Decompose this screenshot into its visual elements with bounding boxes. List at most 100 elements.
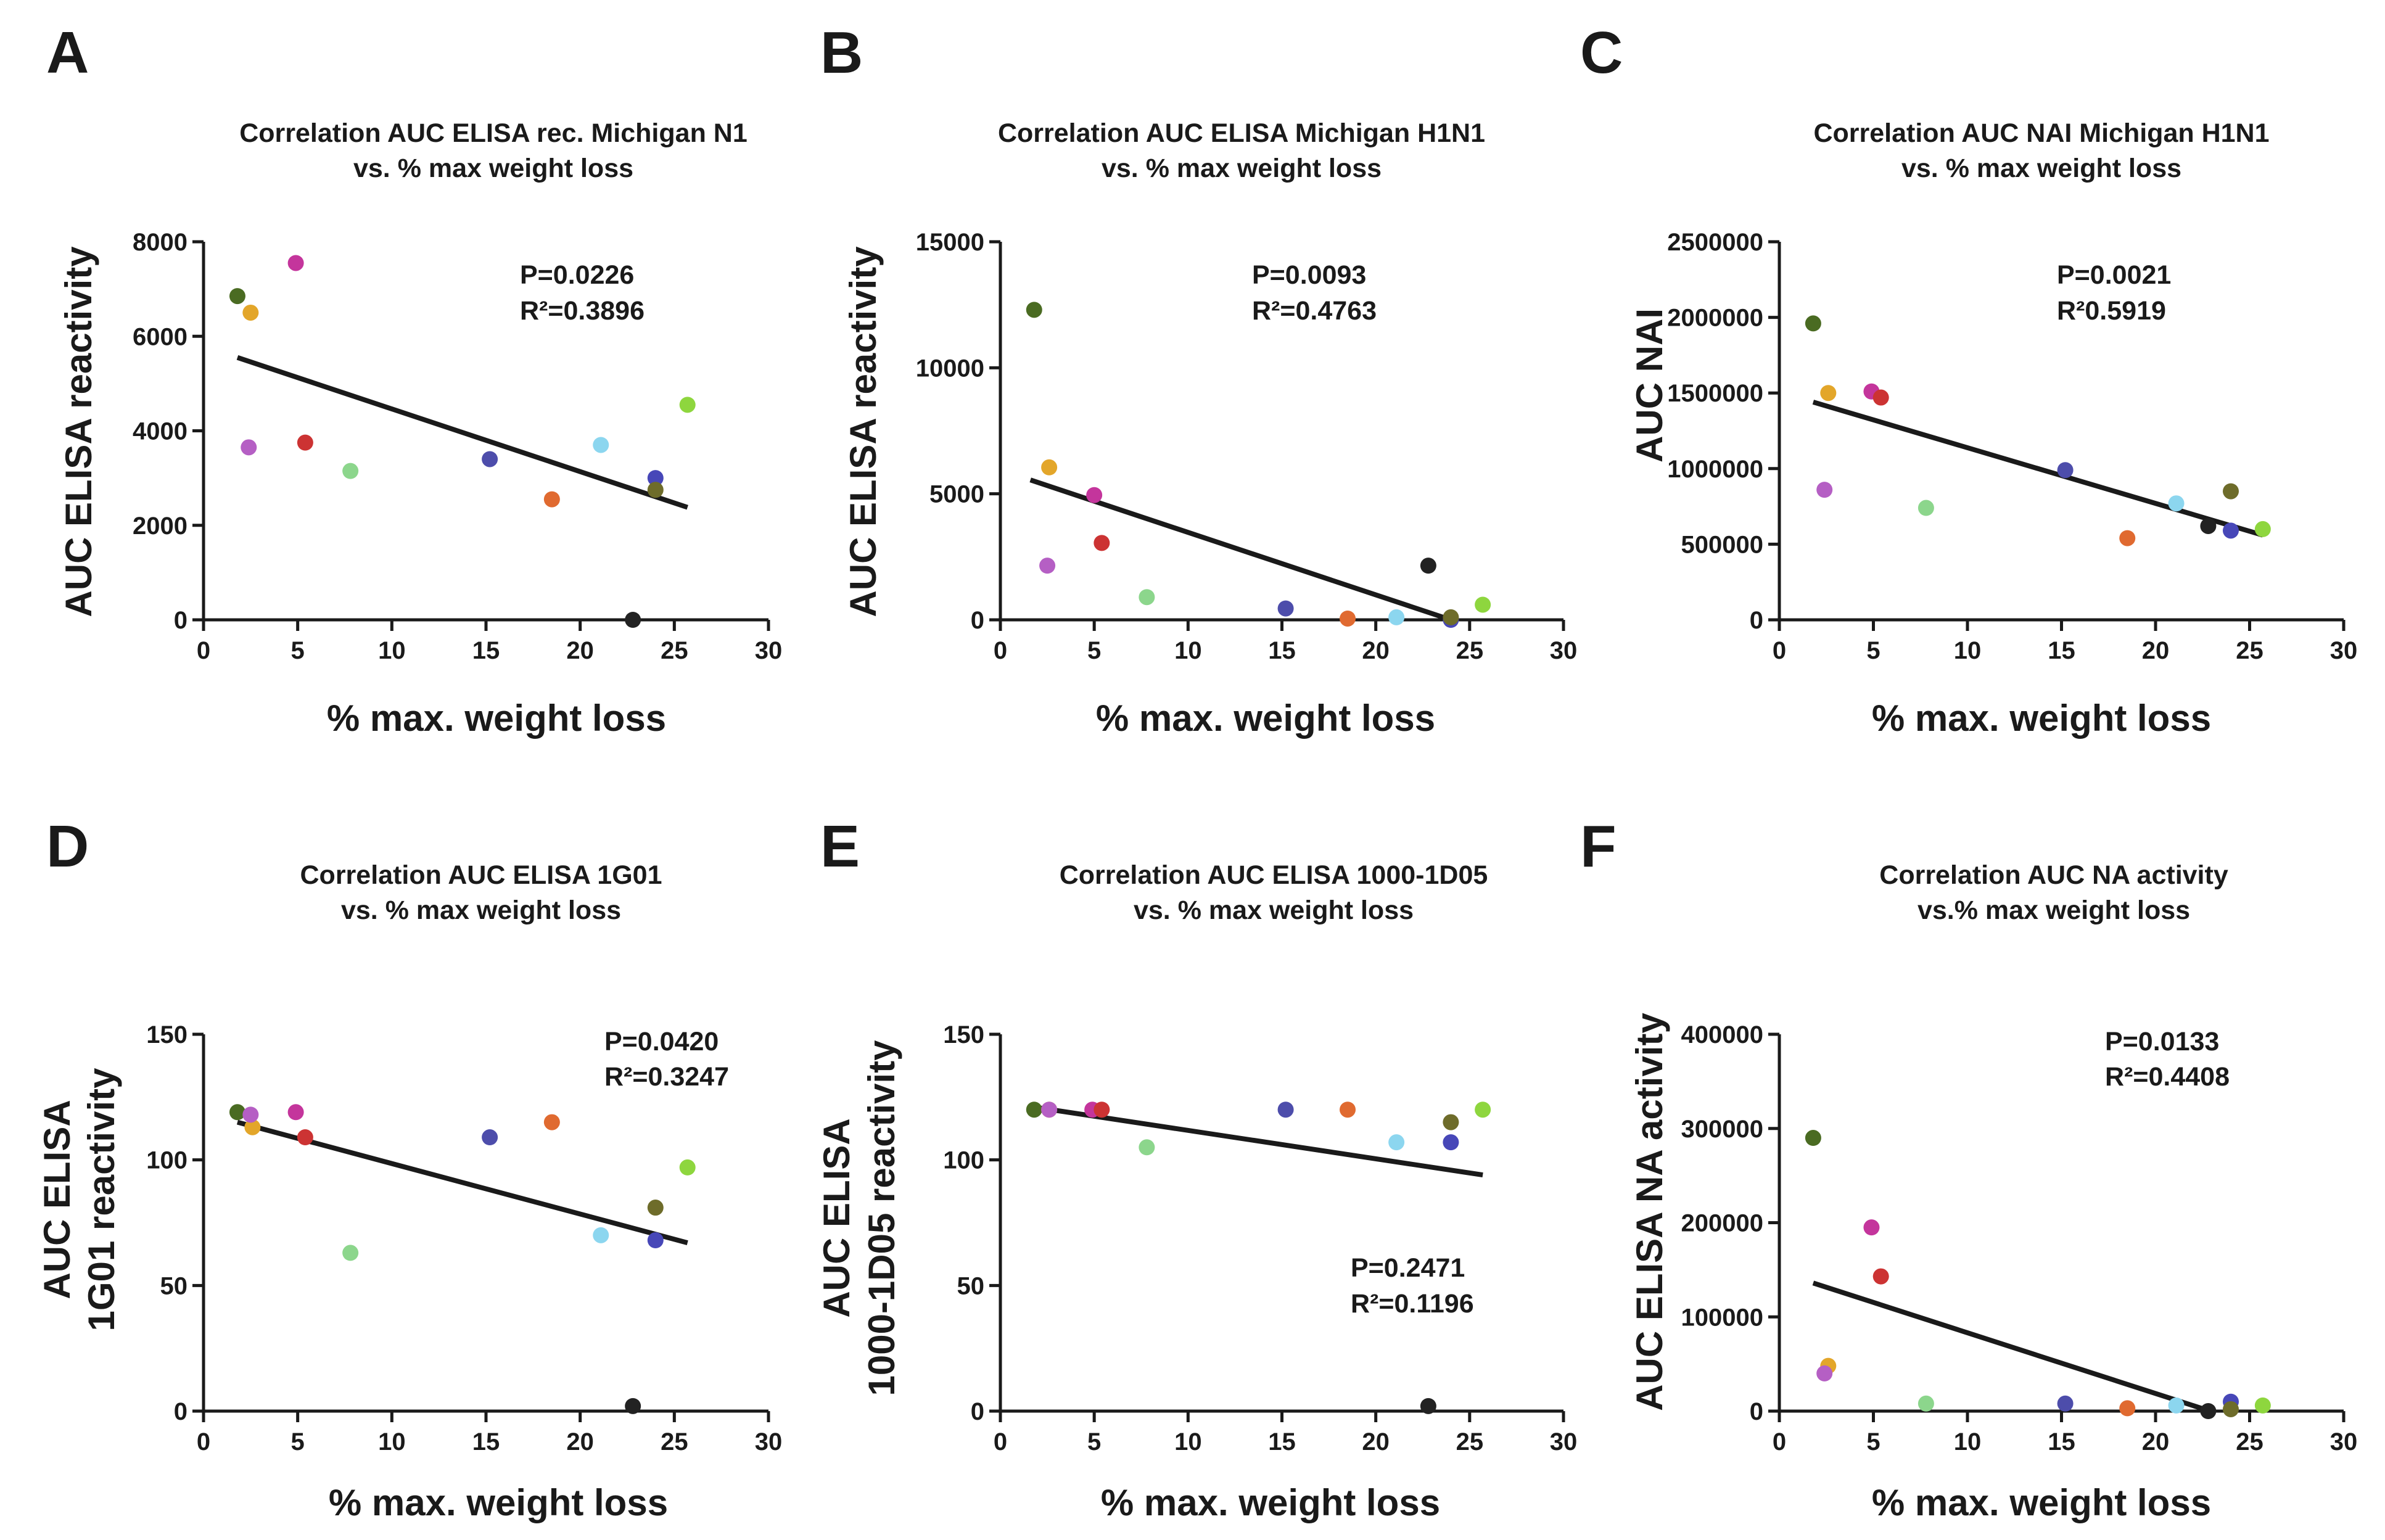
data-point [229,288,245,305]
x-tick-label: 30 [755,1428,783,1456]
x-tick-label: 0 [1773,1428,1786,1456]
regression-line [236,1119,688,1245]
data-point [1443,1114,1459,1130]
y-axis-label-line-1: AUC ELISA reactivity [58,246,99,617]
x-axis-label: % max. weight loss [1872,698,2211,739]
regression-line [1812,1280,2211,1414]
panel-letter-e: E [820,813,860,879]
p-value: P=0.0226 [520,260,634,290]
x-tick-label: 15 [472,1428,500,1456]
y-tick-label: 100 [943,1147,984,1174]
panel-letter-f: F [1580,813,1617,879]
y-axis-label-line-1: AUC ELISA [36,1100,78,1299]
r-squared: R²=0.4763 [1252,296,1377,326]
chart-title-line-2: vs. % max weight loss [1901,154,2181,183]
regression-line [1034,1105,1483,1178]
y-tick-label: 1000000 [1667,456,1763,483]
y-tick-label: 2500000 [1667,229,1763,256]
data-point [482,451,498,467]
data-point [2223,1401,2239,1417]
x-tick-label: 0 [994,637,1007,664]
data-point [2119,1400,2136,1417]
y-tick-label: 5000 [929,481,984,508]
x-tick-label: 15 [2048,1428,2075,1456]
data-point [1340,1101,1356,1118]
data-point [1420,558,1436,574]
y-tick-label: 500000 [1681,531,1763,558]
data-point [2119,530,2136,546]
y-tick-label: 0 [971,607,984,634]
y-tick-label: 0 [1750,1398,1763,1425]
data-point [244,1119,261,1135]
x-tick-label: 10 [1954,637,1982,664]
chart-title-line-1: Correlation AUC NA activity [1879,860,2228,890]
data-point [1475,596,1491,613]
data-point [1041,459,1058,476]
data-point [1086,487,1103,503]
y-tick-label: 100000 [1681,1304,1763,1331]
data-point [1805,1130,1821,1147]
regression-line [1029,477,1452,622]
r-squared: R²=0.4408 [2105,1062,2230,1092]
x-tick-label: 5 [291,1428,305,1456]
x-tick-label: 5 [1087,1428,1101,1456]
panel-e: E Correlation AUC ELISA 1000-1D05 vs. % … [816,813,1577,1523]
data-point [1041,1101,1058,1118]
y-tick-label: 400000 [1681,1021,1763,1048]
y-tick-label: 0 [971,1398,984,1425]
data-point [1388,609,1405,625]
data-point [1475,1101,1491,1118]
x-tick-label: 30 [2330,1428,2358,1456]
x-tick-label: 10 [1174,637,1202,664]
x-axis-label: % max. weight loss [1101,1482,1440,1523]
panel-letter-c: C [1580,20,1623,86]
y-axis-label-line-2: 1G01 reactivity [81,1068,122,1332]
data-point [1139,589,1155,606]
data-point [241,439,257,456]
data-point [1340,610,1356,627]
panel-f: F Correlation AUC NA activity vs.% max w… [1580,813,2357,1523]
y-axis-label-line-1: AUC ELISA [816,1118,857,1317]
data-point [2200,517,2217,534]
y-tick-label: 50 [160,1272,188,1299]
data-point [1443,1134,1459,1151]
data-point [1917,500,1934,516]
x-tick-label: 5 [291,637,305,664]
x-tick-label: 20 [566,1428,594,1456]
data-point [1026,302,1042,318]
x-tick-label: 25 [661,637,688,664]
data-point [287,255,304,271]
p-value: P=0.0133 [2105,1027,2219,1056]
panel-letter-d: D [46,813,89,879]
x-tick-label: 10 [1954,1428,1982,1456]
data-point [482,1129,498,1146]
data-point [625,1398,641,1414]
data-point [2254,521,2271,537]
chart-title-line-2: vs. % max weight loss [1102,154,1382,183]
data-point [625,612,641,628]
x-axis-label: % max. weight loss [1872,1482,2211,1523]
data-point [679,397,696,413]
y-tick-label: 8000 [133,229,187,256]
r-squared: R²=0.3896 [520,296,645,326]
x-axis-label: % max. weight loss [327,698,666,739]
y-tick-label: 50 [957,1272,985,1299]
y-axis-label-line-1: AUC NAI [1629,308,1670,463]
data-point [297,1129,313,1146]
data-point [342,463,359,479]
data-point [1420,1398,1436,1414]
x-tick-label: 15 [472,637,500,664]
y-axis-label-line-2: 1000-1D05 reactivity [861,1040,902,1396]
p-value: P=0.2471 [1351,1253,1465,1283]
x-tick-label: 30 [1550,637,1578,664]
panel-b: B Correlation AUC ELISA Michigan H1N1 vs… [820,20,1577,739]
chart-title-line-2: vs.% max weight loss [1917,896,2190,925]
y-tick-label: 10000 [916,355,984,382]
data-point [1872,1268,1889,1285]
y-axis-label-line-1: AUC ELISA reactivity [842,246,884,617]
data-point [1094,1101,1110,1118]
data-point [2057,462,2074,479]
data-point [297,434,313,451]
regression-line [1812,400,2263,538]
